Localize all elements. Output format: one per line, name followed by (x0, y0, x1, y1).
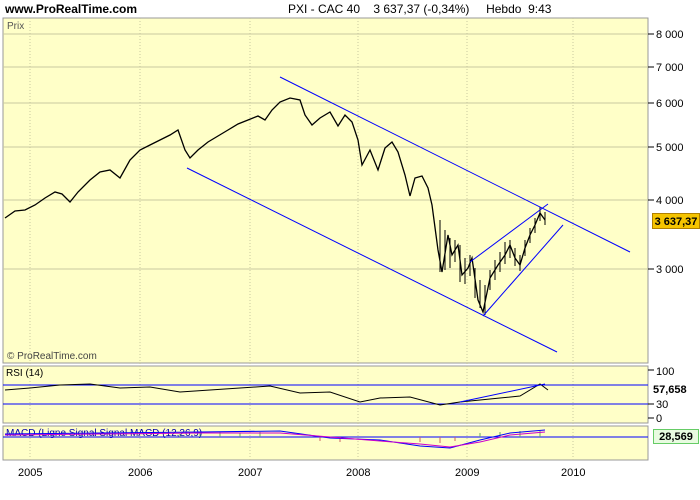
price-panel (2, 17, 649, 364)
xtick-2010: 2010 (561, 467, 585, 479)
xtick-2007: 2007 (238, 467, 262, 479)
price-bars (439, 207, 546, 315)
chart-header: www.ProRealTime.com PXI - CAC 40 3 637,3… (0, 0, 700, 18)
rsi-tick-0: 0 (656, 413, 662, 425)
ytick-7000: 7 000 (656, 62, 684, 74)
signal-line (4, 431, 546, 448)
macd-line (4, 429, 546, 449)
ytick-4000: 4 000 (656, 195, 684, 207)
site-name: www.ProRealTime.com (5, 2, 138, 16)
rsi-value-badge: 57,658 (653, 384, 687, 396)
ytick-5000: 5 000 (656, 142, 684, 154)
rsi-line (4, 383, 549, 406)
last-price-badge: 3 637,37 (652, 213, 700, 229)
xtick-2006: 2006 (128, 467, 152, 479)
price-panel-label: Prix (7, 21, 24, 32)
instrument-title: PXI - CAC 40 3 637,37 (-0,34%) Hebdo 9:4… (288, 2, 552, 16)
rsi-panel (2, 365, 649, 424)
watermark: © ProRealTime.com (7, 351, 97, 362)
price-series (4, 97, 546, 315)
rsi-tick-100: 100 (656, 366, 674, 378)
xtick-2005: 2005 (18, 467, 42, 479)
ytick-6000: 6 000 (656, 98, 684, 110)
rsi-panel-label: RSI (14) (6, 368, 43, 379)
ytick-8000: 8 000 (656, 29, 684, 41)
xtick-2008: 2008 (346, 467, 370, 479)
xtick-2009: 2009 (455, 467, 479, 479)
trendlines (186, 76, 631, 353)
rsi-tick-30: 30 (656, 399, 668, 411)
macd-value-badge: 28,569 (653, 429, 699, 444)
ytick-3000: 3 000 (656, 264, 684, 276)
